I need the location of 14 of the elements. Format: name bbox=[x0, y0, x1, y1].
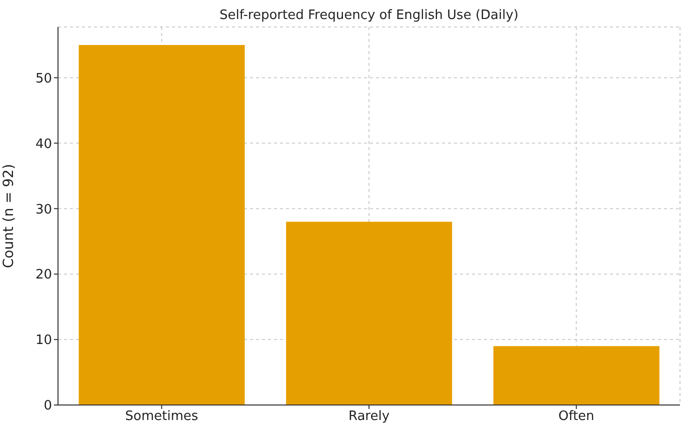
x-tick-label: Often bbox=[558, 409, 594, 424]
y-tick-label: 10 bbox=[35, 333, 52, 348]
bar bbox=[286, 222, 452, 405]
chart-title: Self-reported Frequency of English Use (Daily) bbox=[220, 8, 518, 23]
x-tick-label: Rarely bbox=[348, 409, 390, 424]
y-tick-label: 0 bbox=[44, 398, 52, 414]
y-tick-label: 20 bbox=[35, 268, 52, 283]
bar bbox=[78, 45, 245, 405]
y-tick-label: 30 bbox=[35, 202, 52, 218]
y-tick-label: 50 bbox=[35, 71, 52, 86]
bar bbox=[493, 346, 660, 405]
x-tick-label: Sometimes bbox=[125, 409, 198, 424]
y-axis-title: Count (n = 92) bbox=[0, 164, 17, 268]
y-tick-label: 40 bbox=[35, 136, 52, 152]
